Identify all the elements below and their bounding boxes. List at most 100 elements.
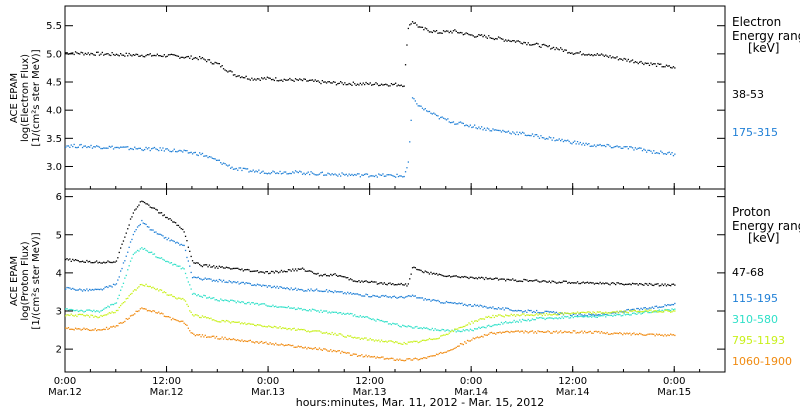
data-point <box>571 282 573 284</box>
data-point <box>242 340 244 343</box>
data-point <box>379 341 381 343</box>
data-point <box>497 307 500 309</box>
data-point <box>503 322 505 324</box>
data-point <box>344 276 346 278</box>
proton-legend-795-1193: 795-1193 <box>732 334 785 347</box>
data-point <box>258 324 260 326</box>
data-point <box>256 270 259 272</box>
data-point <box>309 173 311 176</box>
data-point <box>465 124 467 126</box>
data-point <box>287 328 290 330</box>
data-point <box>586 315 589 317</box>
data-point <box>286 79 288 81</box>
data-point <box>620 283 622 285</box>
data-point <box>600 145 603 147</box>
data-point <box>158 311 160 313</box>
data-point <box>227 338 229 341</box>
data-point <box>352 292 354 295</box>
data-point <box>118 294 120 296</box>
data-point <box>156 148 158 151</box>
data-point <box>321 80 323 82</box>
data-point <box>670 333 672 335</box>
data-point <box>387 174 390 176</box>
data-point <box>440 351 442 354</box>
data-point <box>73 259 75 262</box>
data-point <box>478 326 480 328</box>
data-point <box>586 311 589 313</box>
data-point <box>492 278 494 280</box>
data-point <box>67 145 70 147</box>
data-point <box>605 313 607 316</box>
data-point <box>220 66 222 68</box>
data-point <box>230 322 232 324</box>
data-point <box>536 313 538 315</box>
data-point <box>93 329 95 331</box>
data-point <box>455 30 457 32</box>
data-point <box>98 316 101 318</box>
data-point <box>115 302 118 304</box>
data-point <box>571 143 573 145</box>
data-point <box>159 212 161 214</box>
data-point <box>444 118 446 120</box>
data-point <box>634 147 636 149</box>
data-point <box>564 315 566 318</box>
data-point <box>634 283 636 285</box>
data-point <box>365 280 367 282</box>
data-point <box>595 313 597 315</box>
data-point <box>87 309 89 311</box>
data-point <box>655 310 658 312</box>
data-point <box>513 310 515 312</box>
data-point <box>655 283 658 285</box>
data-point <box>426 339 428 341</box>
data-point <box>442 352 445 354</box>
data-point <box>276 80 278 82</box>
data-point <box>255 284 257 287</box>
data-point <box>579 51 581 53</box>
data-point <box>248 301 250 304</box>
data-point <box>529 314 531 316</box>
data-point <box>568 140 570 143</box>
data-point <box>110 326 112 328</box>
data-point <box>637 62 639 65</box>
data-point <box>152 286 154 288</box>
data-point <box>345 336 347 338</box>
y-tick-label: 4.5 <box>46 78 62 89</box>
data-point <box>600 53 603 55</box>
data-point <box>203 294 205 296</box>
data-point <box>592 145 594 147</box>
data-point <box>93 262 95 264</box>
data-point <box>275 77 277 79</box>
data-point <box>578 143 580 145</box>
data-point <box>434 338 436 340</box>
data-point <box>488 324 490 326</box>
data-point <box>369 281 371 283</box>
data-point <box>272 270 274 273</box>
data-point <box>159 257 161 259</box>
data-point <box>468 277 470 280</box>
data-point <box>507 331 510 333</box>
data-point <box>323 274 325 276</box>
data-point <box>183 244 185 247</box>
x-ticks: 0:00Mar.1212:00Mar.120:00Mar.1312:00Mar.… <box>48 6 726 398</box>
data-point <box>111 261 113 264</box>
data-point <box>526 311 528 313</box>
data-point <box>622 334 624 336</box>
data-point <box>348 173 350 175</box>
data-point <box>194 151 196 154</box>
data-point <box>672 309 675 311</box>
data-point <box>213 319 215 321</box>
data-point <box>416 24 418 26</box>
data-point <box>84 315 86 317</box>
data-point <box>73 288 75 290</box>
data-point <box>416 325 418 328</box>
data-point <box>402 296 404 299</box>
data-point <box>131 292 133 295</box>
data-point <box>218 338 220 340</box>
data-point <box>297 268 299 270</box>
data-point <box>162 214 164 217</box>
data-point <box>433 329 435 332</box>
data-point <box>541 137 543 139</box>
data-point <box>314 309 316 311</box>
data-point <box>139 147 141 149</box>
data-point <box>105 261 108 264</box>
